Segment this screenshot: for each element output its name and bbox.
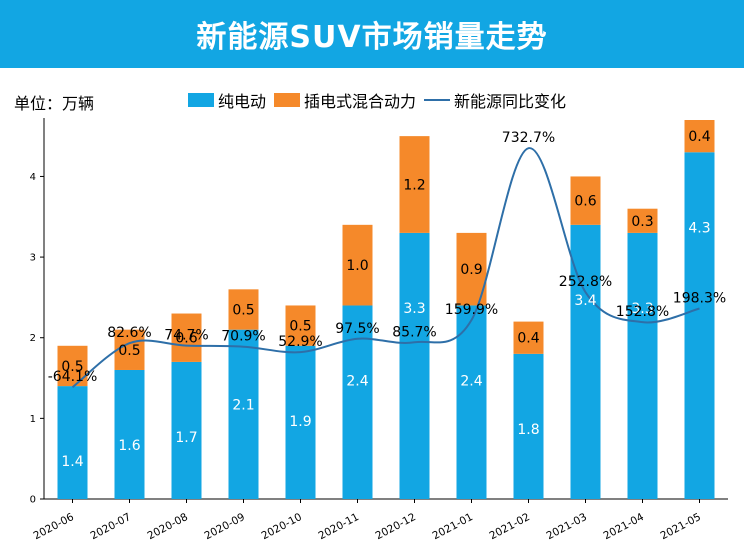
bar-label-bev-2020-11: 2.4	[346, 373, 368, 389]
bar-label-bev-2021-03: 3.4	[574, 293, 596, 309]
y-tick-label-0: 0	[30, 495, 36, 506]
y-tick-label-3: 3	[30, 253, 36, 264]
legend-label-yoy: 新能源同比变化	[454, 92, 567, 111]
bar-bev-2020-09	[228, 329, 259, 499]
bar-bev-2020-08	[171, 361, 202, 499]
x-tick-label-2021-02: 2021-02	[488, 511, 532, 542]
bar-phev-2020-09	[228, 289, 259, 330]
bar-phev-2020-11	[342, 224, 373, 306]
x-tick-label-2020-11: 2020-11	[317, 511, 361, 542]
bar-label-bev-2020-06: 1.4	[61, 454, 83, 470]
yoy-label-2020-08: 74.7%	[164, 328, 208, 344]
legend-item-bev: 纯电动	[188, 88, 266, 112]
yoy-label-2021-01: 159.9%	[445, 302, 498, 318]
legend-label-bev: 纯电动	[218, 92, 267, 111]
bar-label-phev-2021-01: 0.9	[460, 262, 482, 278]
bar-label-phev-2020-09: 0.5	[232, 303, 254, 319]
x-tick-label-2021-05: 2021-05	[659, 511, 703, 542]
yoy-label-2020-11: 97.5%	[335, 321, 379, 337]
yoy-label-2020-09: 70.9%	[221, 329, 265, 345]
bar-phev-2020-08	[171, 313, 202, 362]
yoy-label-2021-04: 152.8%	[616, 304, 669, 320]
legend-swatch-bev	[188, 93, 214, 107]
yoy-line	[71, 147, 700, 389]
yoy-label-2020-06: -64.1%	[48, 369, 98, 385]
bar-phev-2021-02	[513, 321, 544, 354]
bar-label-phev-2021-02: 0.4	[517, 331, 539, 347]
bar-bev-2020-10	[285, 345, 316, 499]
yoy-label-2020-12: 85.7%	[392, 324, 436, 340]
y-tick-label-1: 1	[30, 414, 36, 425]
bar-label-bev-2020-12: 3.3	[403, 301, 425, 317]
bar-label-phev-2021-05: 0.4	[688, 129, 710, 145]
legend-swatch-phev	[274, 93, 301, 107]
bar-bev-2021-05	[684, 152, 715, 500]
bar-phev-2020-10	[285, 305, 316, 346]
x-tick-label-2020-10: 2020-10	[260, 511, 304, 542]
legend-item-phev: 插电式混合动力	[274, 88, 416, 112]
bar-label-phev-2021-03: 0.6	[574, 194, 596, 210]
x-tick-label-2020-12: 2020-12	[374, 511, 418, 542]
x-tick-label-2021-03: 2021-03	[545, 511, 589, 542]
bar-label-phev-2020-11: 1.0	[346, 258, 368, 274]
bar-label-bev-2020-09: 2.1	[232, 398, 254, 414]
y-tick-label-2: 2	[30, 333, 36, 344]
yoy-label-2020-10: 52.9%	[278, 334, 322, 350]
bar-label-phev-2020-08: 0.6	[175, 331, 197, 347]
bar-bev-2021-04	[627, 232, 658, 499]
yoy-label-2021-02: 732.7%	[502, 130, 555, 146]
chart-title: 新能源SUV市场销量走势	[196, 20, 548, 55]
bar-label-bev-2021-05: 4.3	[688, 220, 710, 236]
bar-bev-2021-01	[456, 305, 487, 499]
legend-item-yoy: 新能源同比变化	[424, 88, 566, 112]
legend-label-phev: 插电式混合动力	[304, 92, 417, 111]
bar-bev-2021-02	[513, 353, 544, 499]
x-tick-label-2021-01: 2021-01	[431, 511, 475, 542]
bar-label-phev-2020-07: 0.5	[118, 343, 140, 359]
bar-label-phev-2020-10: 0.5	[289, 319, 311, 335]
bar-phev-2020-12	[399, 136, 430, 233]
bar-label-bev-2021-04: 3.3	[631, 301, 653, 317]
bar-phev-2021-04	[627, 208, 658, 233]
legend-swatch-yoy	[424, 99, 451, 101]
bar-phev-2020-07	[114, 329, 145, 370]
bar-bev-2020-12	[399, 232, 430, 499]
bar-phev-2021-03	[570, 176, 601, 225]
bar-label-phev-2020-06: 0.5	[61, 359, 83, 375]
bar-bev-2020-11	[342, 305, 373, 499]
x-tick-label-2021-04: 2021-04	[602, 511, 647, 542]
bar-label-phev-2021-04: 0.3	[631, 214, 653, 230]
yoy-label-2020-07: 82.6%	[107, 325, 151, 341]
yoy-label-2021-03: 252.8%	[559, 274, 612, 290]
bar-label-bev-2020-07: 1.6	[118, 438, 140, 454]
bar-label-phev-2020-12: 1.2	[403, 178, 425, 194]
yoy-label-2021-05: 198.3%	[673, 291, 726, 307]
x-tick-label-2020-08: 2020-08	[146, 511, 190, 542]
x-tick-label-2020-07: 2020-07	[89, 511, 133, 542]
unit-label: 单位：万辆	[14, 94, 95, 113]
bar-label-bev-2021-01: 2.4	[460, 373, 482, 389]
x-tick-label-2020-09: 2020-09	[203, 511, 247, 542]
bar-phev-2021-05	[684, 120, 715, 153]
bar-label-bev-2020-08: 1.7	[175, 430, 197, 446]
bar-bev-2020-07	[114, 369, 145, 499]
y-tick-label-4: 4	[30, 172, 36, 183]
bar-label-bev-2020-10: 1.9	[289, 414, 311, 430]
bar-label-bev-2021-02: 1.8	[517, 422, 539, 438]
x-tick-label-2020-06: 2020-06	[32, 511, 77, 542]
legend: 纯电动 插电式混合动力 新能源同比变化	[188, 89, 574, 111]
title-banner: 新能源SUV市场销量走势	[0, 0, 744, 68]
bar-bev-2020-06	[57, 386, 88, 499]
